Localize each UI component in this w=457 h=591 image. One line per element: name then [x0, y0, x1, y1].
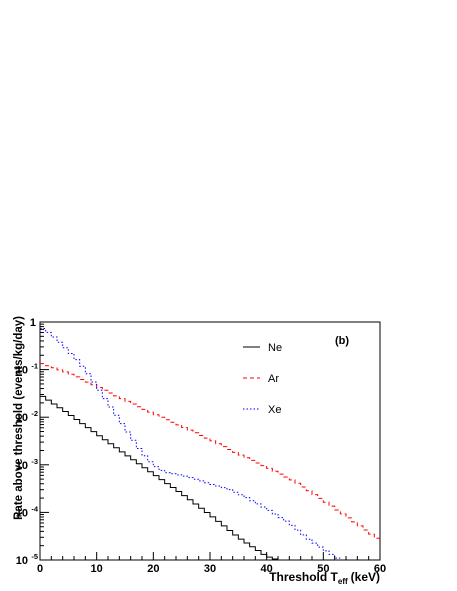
y-tick-exponent: -5 — [31, 552, 38, 561]
y-tick-exponent: -3 — [31, 457, 38, 466]
series-ne — [40, 395, 278, 560]
y-tick-label: 10 — [16, 412, 28, 424]
y-tick-base: 10 — [16, 507, 28, 519]
x-tick-label: 0 — [37, 563, 43, 575]
legend-label-ar: Ar — [268, 373, 279, 385]
series-xe — [40, 328, 341, 559]
y-tick-base: 10 — [16, 412, 28, 424]
x-axis-title-main: Threshold T — [269, 570, 338, 584]
y-tick-label: 10 — [16, 555, 28, 567]
y-tick-exponent: -1 — [31, 362, 38, 371]
x-tick-label: 30 — [204, 563, 216, 575]
y-tick-exponent: -2 — [31, 409, 38, 418]
x-tick-label: 10 — [91, 563, 103, 575]
y-tick-label: 10 — [16, 460, 28, 472]
x-axis-title: Threshold Teff (keV) — [269, 570, 380, 586]
legend-label-xe: Xe — [268, 404, 281, 416]
y-axis-title: Rate above threshold (events/kg/day) — [13, 316, 25, 520]
series-layer — [40, 328, 380, 560]
series-ar — [40, 363, 380, 539]
series-ne-line — [40, 395, 278, 560]
x-axis-title-subscript: eff — [338, 577, 348, 586]
x-tick-label: 40 — [261, 563, 273, 575]
x-tick-label: 60 — [374, 563, 386, 575]
x-axis-title-unit: (keV) — [351, 570, 380, 584]
y-tick-label: 10 — [16, 507, 28, 519]
series-xe-line — [40, 328, 341, 559]
series-ar-line — [40, 363, 380, 539]
y-tick-exponent: -4 — [31, 504, 38, 513]
y-tick-base: 10 — [16, 365, 28, 377]
x-tick-label: 50 — [317, 563, 329, 575]
x-tick-label: 20 — [147, 563, 159, 575]
y-tick-base: 10 — [16, 460, 28, 472]
y-tick-label: 10 — [16, 365, 28, 377]
y-tick-base: 10 — [16, 555, 28, 567]
y-tick-label: 1 — [30, 317, 36, 329]
panel-annotation: (b) — [335, 335, 349, 347]
legend-label-ne: Ne — [268, 342, 282, 354]
legend: Ne Ar Xe — [243, 342, 282, 416]
